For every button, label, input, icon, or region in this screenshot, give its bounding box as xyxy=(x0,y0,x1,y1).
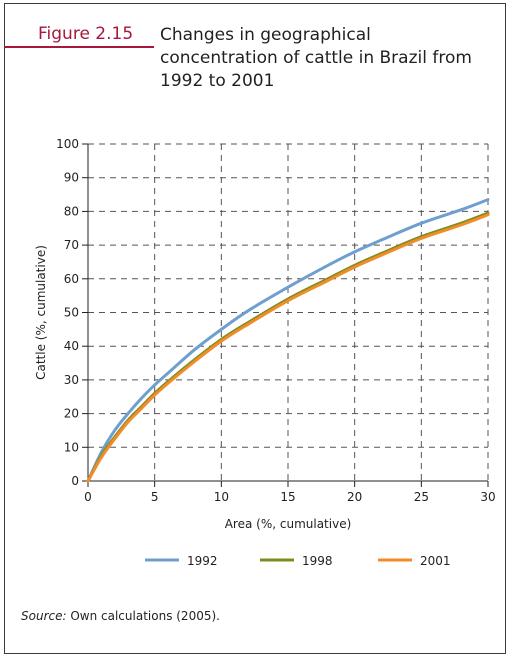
y-tick-label: 90 xyxy=(64,171,79,185)
tick-labels: 0 10 20 30 40 50 60 70 80 90 100 0 5 10 15 20 25 30 xyxy=(56,137,496,504)
figure-title: Changes in geographical concentration of… xyxy=(160,25,472,91)
grid xyxy=(88,143,489,481)
y-tick-label: 80 xyxy=(64,204,79,218)
y-tick-label: 60 xyxy=(64,272,79,286)
legend: 1992 1998 2001 xyxy=(145,554,451,568)
source-text: Own calculations (2005). xyxy=(66,609,220,623)
x-tick-label: 30 xyxy=(480,490,495,504)
y-tick-label: 100 xyxy=(56,137,79,151)
source-note: Source: Own calculations (2005). xyxy=(21,609,220,623)
x-tick-label: 25 xyxy=(414,490,429,504)
axes xyxy=(82,143,489,487)
y-tick-label: 20 xyxy=(64,407,79,421)
x-tick-label: 10 xyxy=(214,490,229,504)
y-tick-label: 40 xyxy=(64,339,79,353)
source-label: Source: xyxy=(21,609,67,623)
x-tick-label: 15 xyxy=(280,490,295,504)
x-tick-label: 20 xyxy=(347,490,362,504)
y-tick-label: 10 xyxy=(64,440,79,454)
legend-label-1998: 1998 xyxy=(302,554,333,568)
legend-label-2001: 2001 xyxy=(420,554,451,568)
x-tick-label: 5 xyxy=(151,490,159,504)
x-tick-label: 0 xyxy=(84,490,92,504)
figure-frame xyxy=(4,3,506,654)
figure-rule xyxy=(4,46,154,48)
y-tick-label: 70 xyxy=(64,238,79,252)
figure-number: Figure 2.15 xyxy=(38,24,134,44)
y-tick-label: 30 xyxy=(64,373,79,387)
series-lines xyxy=(86,198,490,483)
series-line-1992 xyxy=(86,198,490,483)
y-tick-label: 50 xyxy=(64,306,79,320)
series-line-2001 xyxy=(86,213,490,483)
legend-label-1992: 1992 xyxy=(187,554,218,568)
y-axis-title: Cattle (%, cumulative) xyxy=(34,245,48,380)
y-tick-label: 0 xyxy=(71,474,79,488)
x-axis-title: Area (%, cumulative) xyxy=(225,517,352,531)
